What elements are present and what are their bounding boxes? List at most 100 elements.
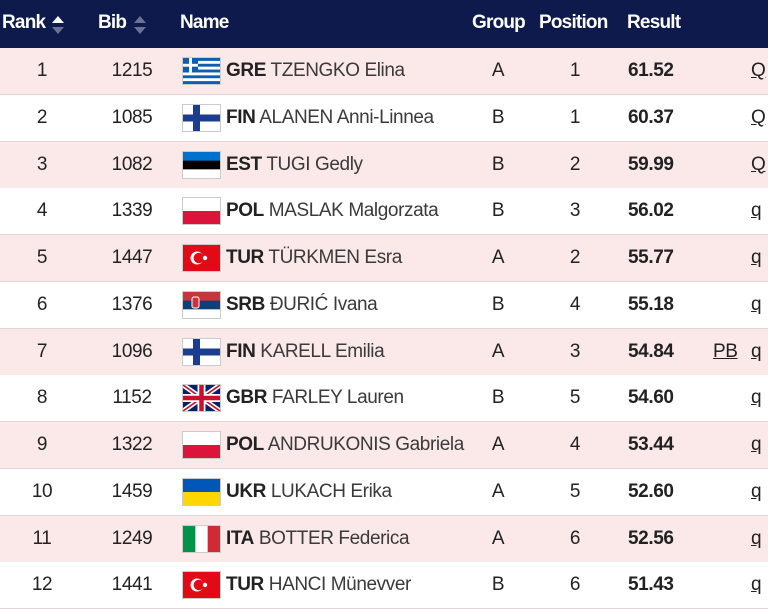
country-code: EST [226, 153, 262, 175]
result: 56.02 [628, 200, 674, 222]
qualification: q [751, 340, 762, 362]
flag [183, 104, 220, 131]
position: 1 [569, 106, 581, 128]
column-header: Position [539, 12, 608, 33]
rank: 9 [36, 434, 48, 455]
rank: 12 [31, 574, 53, 596]
athlete-name: TZENGKO Elina [270, 60, 406, 81]
column-header: Result [627, 12, 681, 33]
group: B [491, 293, 505, 315]
country-code: SRB [226, 293, 265, 315]
rank: 1 [36, 60, 48, 81]
bib: 1322 [111, 434, 153, 455]
result: 60.37 [628, 106, 674, 128]
country-code: ITA [226, 527, 254, 549]
country-code: POL [226, 200, 264, 222]
athlete-name: ĐURIĆ Ivana [269, 293, 378, 315]
country-code: FIN [226, 106, 256, 128]
flag [183, 432, 220, 458]
athlete: GBR FARLEY Lauren [226, 387, 404, 409]
position: 6 [569, 574, 581, 596]
qualification: q [751, 480, 762, 502]
column-header[interactable]: Bib [98, 12, 127, 33]
flag [183, 478, 220, 505]
athlete-name: TUGI Gedly [266, 153, 363, 175]
flag [183, 572, 220, 599]
position: 3 [569, 200, 581, 222]
bib: 1376 [111, 293, 153, 315]
athlete-name: KARELL Emilia [260, 340, 385, 362]
athlete-name: ALANEN Anni-Linnea [259, 106, 434, 128]
sort-icon[interactable] [133, 15, 147, 35]
country-code: UKR [226, 480, 266, 502]
qualification: Q [751, 60, 766, 81]
bib: 1096 [111, 340, 153, 362]
athlete: TUR HANCI Münevver [226, 574, 411, 596]
qualification: q [751, 247, 762, 268]
athlete-name: MASLAK Malgorzata [268, 200, 439, 222]
result: 61.52 [628, 60, 674, 81]
result: 51.43 [628, 574, 674, 596]
result: 54.60 [628, 387, 674, 409]
bib: 1339 [111, 200, 153, 222]
athlete-name: ANDRUKONIS Gabriela [267, 434, 465, 455]
column-header[interactable]: Rank [2, 12, 46, 33]
group: B [491, 200, 505, 222]
rank: 11 [32, 527, 52, 549]
qualification: q [751, 527, 762, 549]
country-code: GBR [226, 387, 268, 409]
result-row: 2 1085 FIN ALANEN Anni-Linnea B 1 60.37 Q [0, 94, 768, 142]
rank: 6 [36, 293, 48, 315]
position: 1 [569, 60, 581, 81]
rank: 2 [36, 106, 48, 128]
athlete-name: HANCI Münevver [268, 574, 412, 596]
sort-icon[interactable] [51, 15, 65, 35]
country-code: FIN [226, 340, 256, 362]
result: 52.60 [628, 480, 674, 502]
athlete: GRE TZENGKO Elina [226, 60, 405, 82]
result: 59.99 [628, 153, 674, 175]
flag [183, 385, 220, 412]
athlete-name: LUKACH Erika [270, 480, 392, 502]
flag [183, 151, 220, 178]
country-code: TUR [226, 574, 264, 596]
rank: 5 [36, 247, 48, 268]
group: B [491, 106, 505, 128]
rank: 10 [31, 480, 53, 502]
result-row: 12 1441 TUR HANCI Münevver B 6 51.43 q [0, 562, 768, 609]
bib: 1441 [111, 574, 153, 596]
bib: 1082 [111, 153, 153, 175]
result-row: 10 1459 UKR LUKACH Erika A 5 52.60 q [0, 468, 768, 516]
bib: 1152 [112, 387, 152, 409]
flag [183, 338, 220, 365]
rank: 8 [36, 387, 48, 409]
column-header: Name [180, 12, 229, 33]
group: A [491, 527, 505, 549]
bib: 1459 [111, 480, 153, 502]
bib: 1249 [111, 527, 153, 549]
result-row: 5 1447 TUR TÜRKMEN Esra A 2 55.77 q [0, 235, 768, 282]
qualification: q [751, 434, 762, 455]
result-row: 9 1322 POL ANDRUKONIS Gabriela A 4 53.44 q [0, 422, 768, 469]
athlete: SRB ĐURIĆ Ivana [226, 293, 378, 316]
result: 53.44 [628, 434, 674, 455]
group: A [491, 247, 505, 268]
group: A [491, 434, 505, 455]
bib: 1215 [111, 60, 153, 81]
qualification: q [751, 293, 762, 315]
flag [183, 58, 220, 84]
position: 5 [569, 387, 581, 409]
result-row: 11 1249 ITA BOTTER Federica A 6 52.56 q [0, 515, 768, 563]
athlete: TUR TÜRKMEN Esra [226, 247, 402, 269]
athlete: FIN KARELL Emilia [226, 340, 385, 363]
flag [183, 245, 220, 271]
athlete-name: FARLEY Lauren [271, 387, 404, 409]
country-code: TUR [226, 247, 264, 268]
position: 4 [569, 293, 581, 315]
qualification: q [751, 387, 762, 409]
result-row: 6 1376 SRB ĐURIĆ Ivana B 4 55.18 q [0, 281, 768, 329]
position: 4 [569, 434, 581, 455]
column-header: Group [472, 12, 526, 33]
rank: 7 [36, 340, 48, 362]
